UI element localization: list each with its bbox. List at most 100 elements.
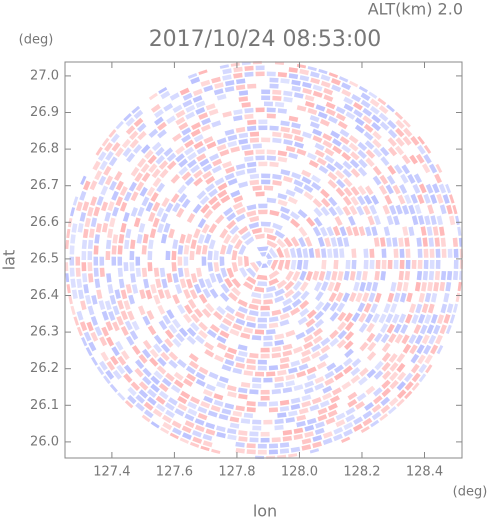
echo-cell [372, 138, 382, 149]
echo-cell [100, 136, 110, 147]
echo-cell [352, 226, 360, 237]
echo-cell [125, 284, 132, 294]
echo-cell [402, 118, 412, 128]
echo-cell [390, 303, 398, 313]
echo-cell [65, 262, 69, 272]
echo-cell [238, 244, 247, 255]
echo-cell [165, 202, 174, 213]
echo-cell [172, 133, 182, 142]
echo-cell [308, 247, 315, 258]
echo-cell [293, 384, 304, 391]
echo-cell [269, 443, 279, 449]
echo-cell [187, 159, 197, 169]
echo-cell [372, 165, 382, 176]
echo-cell [186, 213, 196, 223]
echo-cell [66, 295, 73, 305]
echo-cell [440, 303, 448, 314]
echo-cell [231, 278, 241, 289]
echo-cell [170, 174, 180, 184]
echo-cell [255, 71, 265, 77]
echo-cell [197, 406, 208, 414]
echo-cell [255, 149, 265, 155]
echo-cell [240, 382, 251, 388]
echo-cell [393, 292, 401, 303]
echo-cell [396, 353, 406, 363]
echo-cell [363, 248, 369, 258]
echo-cell [371, 122, 381, 132]
echo-cell [452, 303, 460, 314]
echo-cell [214, 214, 225, 225]
echo-cell [252, 419, 262, 425]
echo-cell [172, 318, 181, 329]
echo-cell [115, 340, 124, 351]
echo-cell [91, 295, 98, 305]
echo-cell [216, 93, 227, 101]
echo-cell [202, 433, 213, 441]
echo-cell [119, 186, 128, 196]
echo-cell [299, 68, 309, 76]
echo-cell [411, 215, 419, 226]
echo-cell [248, 310, 259, 317]
echo-cell [192, 436, 203, 444]
echo-cell [104, 211, 111, 222]
echo-cell [320, 206, 330, 217]
echo-cell [424, 354, 433, 365]
echo-cell [120, 326, 129, 336]
echo-cell [209, 324, 220, 333]
echo-cell [396, 398, 406, 408]
echo-cell [133, 117, 144, 127]
echo-cell [318, 271, 326, 281]
echo-cell [399, 248, 405, 258]
echo-cell [384, 194, 393, 205]
echo-cell [307, 64, 318, 72]
echo-cell [180, 390, 191, 400]
echo-cell [246, 125, 257, 132]
echo-cell [198, 366, 209, 375]
echo-cell [381, 248, 387, 258]
echo-cell [226, 267, 235, 279]
y-tick-label: 26.7 [30, 178, 59, 193]
echo-cell [306, 309, 317, 319]
echo-cell [260, 437, 270, 443]
echo-cell [402, 343, 412, 354]
echo-cell [201, 256, 207, 266]
echo-cell [299, 270, 307, 281]
echo-cell [244, 71, 254, 77]
echo-cell [165, 250, 171, 260]
echo-cell [124, 239, 130, 250]
echo-cell [315, 291, 324, 302]
echo-cell [151, 141, 162, 152]
echo-cell [164, 338, 174, 348]
echo-cell [235, 441, 245, 448]
echo-cell [104, 142, 113, 152]
echo-cell [238, 90, 249, 96]
echo-cell [348, 142, 359, 152]
echo-cell [445, 282, 452, 292]
echo-cell [314, 248, 321, 258]
echo-cell [93, 256, 99, 266]
echo-cell [366, 332, 376, 343]
echo-cell [232, 410, 243, 417]
echo-cell [339, 226, 347, 237]
echo-cell [219, 323, 230, 332]
echo-cell [246, 358, 256, 365]
echo-cell [196, 146, 207, 155]
echo-cell [304, 380, 315, 388]
echo-cell [186, 278, 193, 289]
echo-cell [190, 164, 200, 174]
echo-cell [363, 131, 374, 141]
echo-cell [446, 303, 454, 314]
echo-cell [87, 262, 93, 272]
echo-cell [370, 194, 380, 205]
echo-cell [293, 179, 304, 188]
echo-cell [419, 183, 427, 194]
echo-cell [217, 182, 228, 191]
echo-cell [382, 204, 390, 215]
echo-cell [249, 262, 259, 273]
echo-cell [89, 180, 98, 191]
echo-cell [258, 119, 268, 125]
echo-cell [341, 381, 352, 390]
echo-cell [271, 346, 282, 353]
echo-cell [424, 292, 432, 303]
